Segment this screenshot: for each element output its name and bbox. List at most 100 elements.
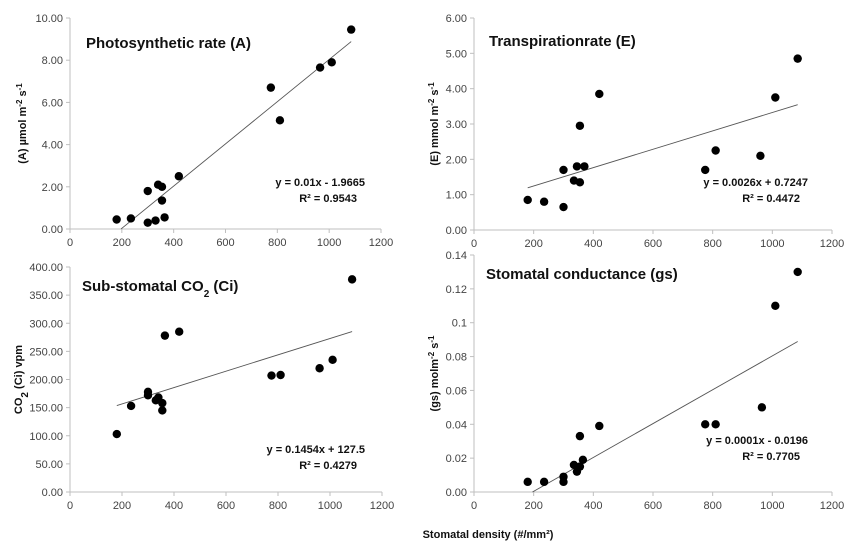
data-point — [346, 25, 356, 34]
data-point — [160, 331, 170, 340]
y-tick-label: 3.00 — [446, 119, 467, 131]
data-point — [174, 172, 184, 181]
x-tick-label: 1000 — [317, 237, 341, 249]
data-point — [595, 89, 604, 99]
data-point — [757, 403, 767, 412]
data-point — [539, 197, 549, 206]
data-point — [523, 195, 532, 205]
data-point — [315, 364, 324, 373]
x-tick-label: 200 — [113, 237, 131, 249]
y-tick-label: 0.00 — [446, 487, 467, 499]
trendline — [527, 104, 798, 189]
data-point — [523, 477, 532, 487]
trend-equation: y = 0.1454x + 127.5 — [267, 444, 365, 456]
data-point — [327, 58, 336, 67]
y-tick-label: 0.14 — [446, 250, 467, 262]
data-point — [266, 83, 276, 92]
x-tick-label: 1200 — [820, 500, 844, 512]
y-tick-label: 200.00 — [29, 375, 63, 387]
panel-title-part: Sub-stomatal CO — [82, 278, 204, 295]
data-point — [701, 165, 710, 175]
x-tick-label: 800 — [268, 237, 286, 249]
data-point — [701, 420, 710, 429]
data-point — [276, 370, 285, 380]
data-point — [315, 63, 325, 72]
x-tick-label: 1200 — [370, 500, 394, 512]
panel-title: Transpirationrate (E) — [489, 33, 636, 50]
y-axis-label: (gs) molm-2 s-1 — [427, 335, 442, 412]
scatter-panel-1: 0.00 2.00 4.00 6.00 8.00 10.00 0 200 400 600 800 10… — [15, 13, 394, 249]
data-point — [328, 355, 337, 365]
y-tick-label: 0.02 — [446, 453, 467, 465]
data-point — [275, 116, 285, 125]
y-axis-label-part: (E) mmol m — [429, 106, 441, 166]
x-tick-label: 800 — [269, 500, 287, 512]
r-squared: R² = 0.7705 — [742, 451, 800, 463]
y-tick-label: 0.00 — [42, 224, 63, 236]
data-point — [580, 162, 589, 171]
x-tick-label: 800 — [703, 238, 721, 250]
data-point — [559, 202, 568, 212]
x-tick-label: 400 — [584, 238, 602, 250]
y-tick-label: 4.00 — [446, 84, 467, 96]
y-tick-label: 300.00 — [29, 318, 63, 330]
y-tick-label: 0.00 — [42, 487, 63, 499]
data-point — [157, 182, 167, 191]
data-point — [793, 267, 802, 277]
y-tick-label: 50.00 — [35, 459, 63, 471]
y-axis-label-part: -1 — [427, 335, 436, 343]
data-point — [143, 391, 153, 400]
scatter-panel-2: 0.00 1.00 2.00 3.00 4.00 5.00 6.00 0 200 400 600 80… — [427, 13, 845, 250]
scatter-panel-4: 0.00 0.02 0.04 0.06 0.08 0.1 0.12 0.14 0 200 400 60… — [427, 250, 845, 512]
trend-equation: y = 0.01x - 1.9665 — [275, 177, 365, 189]
panel-title: Photosynthetic rate (A) — [86, 35, 251, 52]
x-tick-label: 0 — [471, 238, 477, 250]
data-point — [157, 196, 167, 205]
y-tick-label: 10.00 — [35, 13, 63, 25]
data-point — [575, 178, 585, 187]
x-tick-label: 1200 — [369, 237, 393, 249]
y-axis-label-part: s — [17, 90, 29, 99]
data-point — [267, 371, 276, 380]
y-tick-label: 0.00 — [446, 225, 467, 237]
trend-equation: y = 0.0001x - 0.0196 — [706, 435, 808, 447]
y-axis-label: CO2 (Ci) vpm — [13, 345, 31, 414]
x-tick-label: 400 — [165, 500, 183, 512]
y-axis-label-part: s — [429, 343, 441, 352]
data-point — [112, 215, 121, 224]
data-point — [160, 213, 169, 222]
shared-x-axis-label: Stomatal density (#/mm²) — [423, 529, 554, 541]
y-tick-label: 350.00 — [29, 290, 63, 302]
y-tick-label: 2.00 — [446, 154, 467, 166]
y-tick-label: 5.00 — [446, 48, 467, 60]
data-point — [175, 327, 184, 336]
y-tick-label: 1.00 — [446, 190, 467, 202]
y-axis-label-part: -1 — [427, 82, 436, 90]
x-tick-label: 0 — [67, 237, 73, 249]
data-point — [575, 462, 585, 471]
y-tick-label: 6.00 — [42, 97, 63, 109]
y-tick-label: 6.00 — [446, 13, 467, 25]
y-axis-label-part: -2 — [427, 98, 436, 106]
y-tick-label: 0.08 — [446, 352, 467, 364]
panel-title-part: (Ci) — [209, 278, 238, 295]
y-axis-label-part: (A) µmol m — [17, 106, 29, 163]
data-point — [771, 301, 780, 310]
x-tick-label: 400 — [584, 500, 602, 512]
y-tick-label: 0.04 — [446, 419, 467, 431]
x-tick-label: 1200 — [820, 238, 844, 250]
x-tick-label: 0 — [67, 500, 73, 512]
y-tick-label: 0.12 — [446, 284, 467, 296]
data-point — [575, 431, 585, 441]
data-point — [158, 406, 167, 415]
x-tick-label: 1000 — [760, 238, 784, 250]
data-point — [771, 93, 780, 102]
data-point — [756, 151, 765, 160]
data-point — [595, 421, 604, 431]
data-point — [539, 477, 549, 487]
data-point — [711, 146, 720, 155]
y-axis-label-part: -2 — [427, 351, 436, 359]
x-tick-label: 200 — [524, 500, 542, 512]
data-point — [559, 165, 568, 175]
